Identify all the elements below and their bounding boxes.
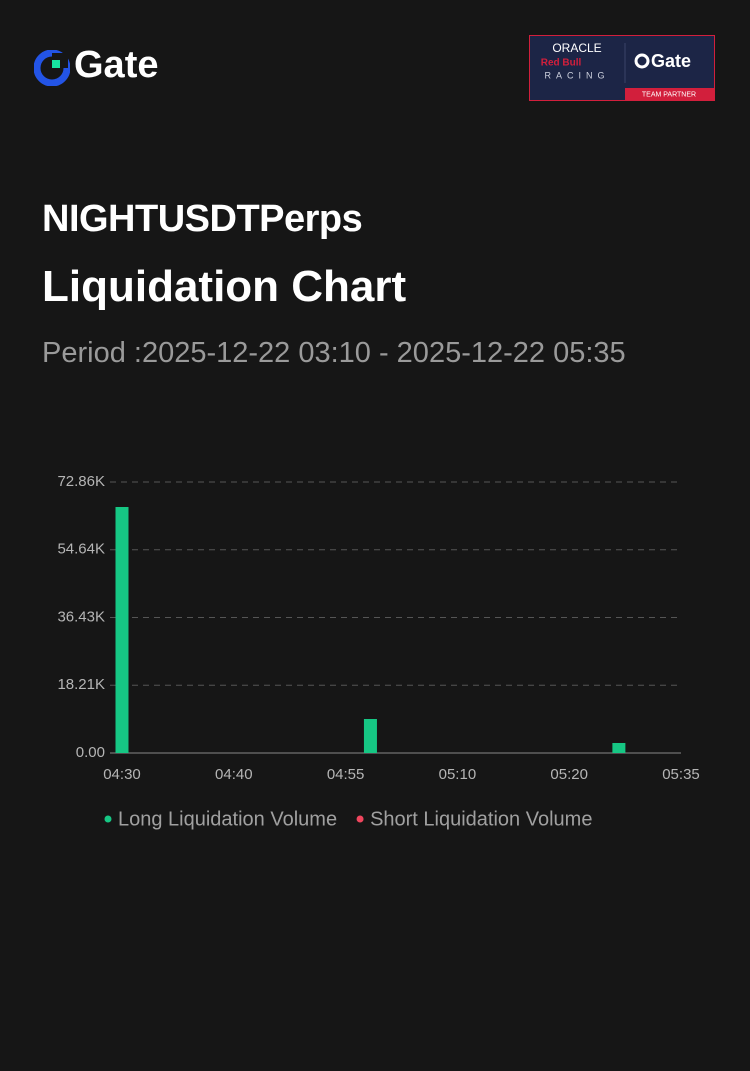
badge-logo [634,53,650,69]
chart-subtitle: Liquidation Chart [42,262,407,311]
badge-tag: TEAM PARTNER [642,91,696,98]
legend-dot [356,815,364,823]
badge-racing: RACING [544,70,609,80]
x-tick-label: 05:35 [662,766,700,783]
badge-oracle: ORACLE [552,41,601,55]
y-tick-label: 54.64K [57,541,105,558]
chart-title: NIGHTUSDTPerps [42,198,363,240]
chart: 0.00 18.21K 36.43K 54.64K 72.86K 04:30 04:40 04… [57,473,700,830]
x-tick-label: 04:40 [215,766,253,783]
legend-label: Long Liquidation Volume [118,808,337,830]
x-tick-label: 05:20 [550,766,588,783]
badge-stripe [625,88,714,100]
bar [363,719,377,753]
partner-badge: ORACLE Red Bull RACING Gate TEAM PARTNER [529,35,715,101]
badge-redbull: Red Bull [541,58,582,69]
logo-square [52,60,60,68]
legend-label: Short Liquidation Volume [370,808,592,830]
x-tick-label: 04:30 [103,766,141,783]
y-tick-label: 36.43K [57,608,105,625]
y-tick-label: 18.21K [57,676,105,693]
y-tick-label: 0.00 [76,744,105,761]
bar [115,506,129,753]
brand: Gate [74,44,159,86]
logo-icon [34,50,70,86]
y-tick-label: 72.86K [57,473,105,490]
x-tick-label: 05:10 [439,766,477,783]
bar [612,742,626,753]
x-tick-label: 04:55 [327,766,365,783]
period: Period :2025-12-22 03:10 - 2025-12-22 05… [42,337,626,369]
badge-brand: Gate [651,51,691,71]
legend-dot [104,815,112,823]
